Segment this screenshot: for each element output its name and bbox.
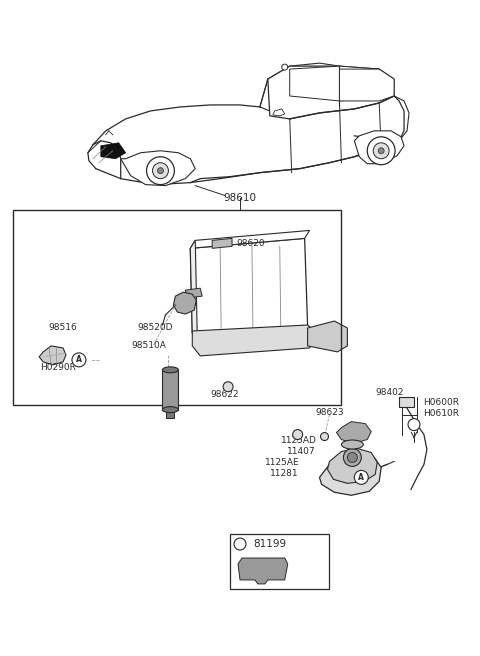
Polygon shape [120,151,195,186]
Circle shape [378,148,384,154]
Polygon shape [238,558,288,584]
Text: 11281: 11281 [270,469,299,478]
Text: 11407: 11407 [288,447,316,456]
Circle shape [153,163,168,178]
Polygon shape [339,69,394,101]
Polygon shape [260,63,344,119]
Ellipse shape [162,407,179,413]
Circle shape [293,430,302,440]
Circle shape [408,419,420,430]
Polygon shape [192,325,318,356]
Circle shape [354,470,368,484]
Text: 98520D: 98520D [138,323,173,333]
Polygon shape [273,109,285,116]
Text: 98610: 98610 [224,193,256,203]
Circle shape [72,353,86,367]
Polygon shape [190,230,310,249]
Polygon shape [327,449,377,483]
Bar [13,211,341,405]
Ellipse shape [341,440,363,449]
Polygon shape [190,238,308,333]
Bar [162,370,179,409]
Circle shape [223,382,233,392]
Polygon shape [190,240,197,335]
Circle shape [146,157,174,184]
Circle shape [343,449,361,466]
Bar [230,534,329,589]
Text: A: A [76,356,82,364]
Polygon shape [173,292,196,314]
Polygon shape [290,66,379,101]
Text: 98510A: 98510A [131,341,166,350]
Text: 81199: 81199 [253,539,287,549]
Text: H0600R: H0600R [423,398,459,407]
Circle shape [321,432,328,441]
Circle shape [234,538,246,550]
Circle shape [373,143,389,159]
Bar [167,412,174,418]
Polygon shape [185,288,202,298]
Circle shape [282,64,288,70]
Text: 1125AD: 1125AD [281,436,317,445]
Text: a: a [412,420,416,429]
Circle shape [367,137,395,165]
Polygon shape [101,143,126,159]
Circle shape [348,453,357,462]
Polygon shape [308,321,348,352]
Text: H0290R: H0290R [40,363,76,373]
Text: A: A [359,473,364,482]
Polygon shape [39,346,66,365]
Text: 98623: 98623 [315,408,344,417]
Text: 98402: 98402 [375,388,403,398]
Polygon shape [268,66,394,119]
Text: a: a [238,540,242,548]
Polygon shape [354,131,404,164]
Circle shape [157,168,164,174]
Polygon shape [320,453,381,495]
Polygon shape [212,238,232,249]
Text: 1125AE: 1125AE [265,458,300,467]
Polygon shape [336,422,371,443]
Text: H0610R: H0610R [423,409,459,418]
Text: 98620: 98620 [237,239,265,248]
Text: 98516: 98516 [48,323,77,331]
Bar [399,397,414,407]
Text: 98622: 98622 [211,390,240,400]
Ellipse shape [162,367,179,373]
